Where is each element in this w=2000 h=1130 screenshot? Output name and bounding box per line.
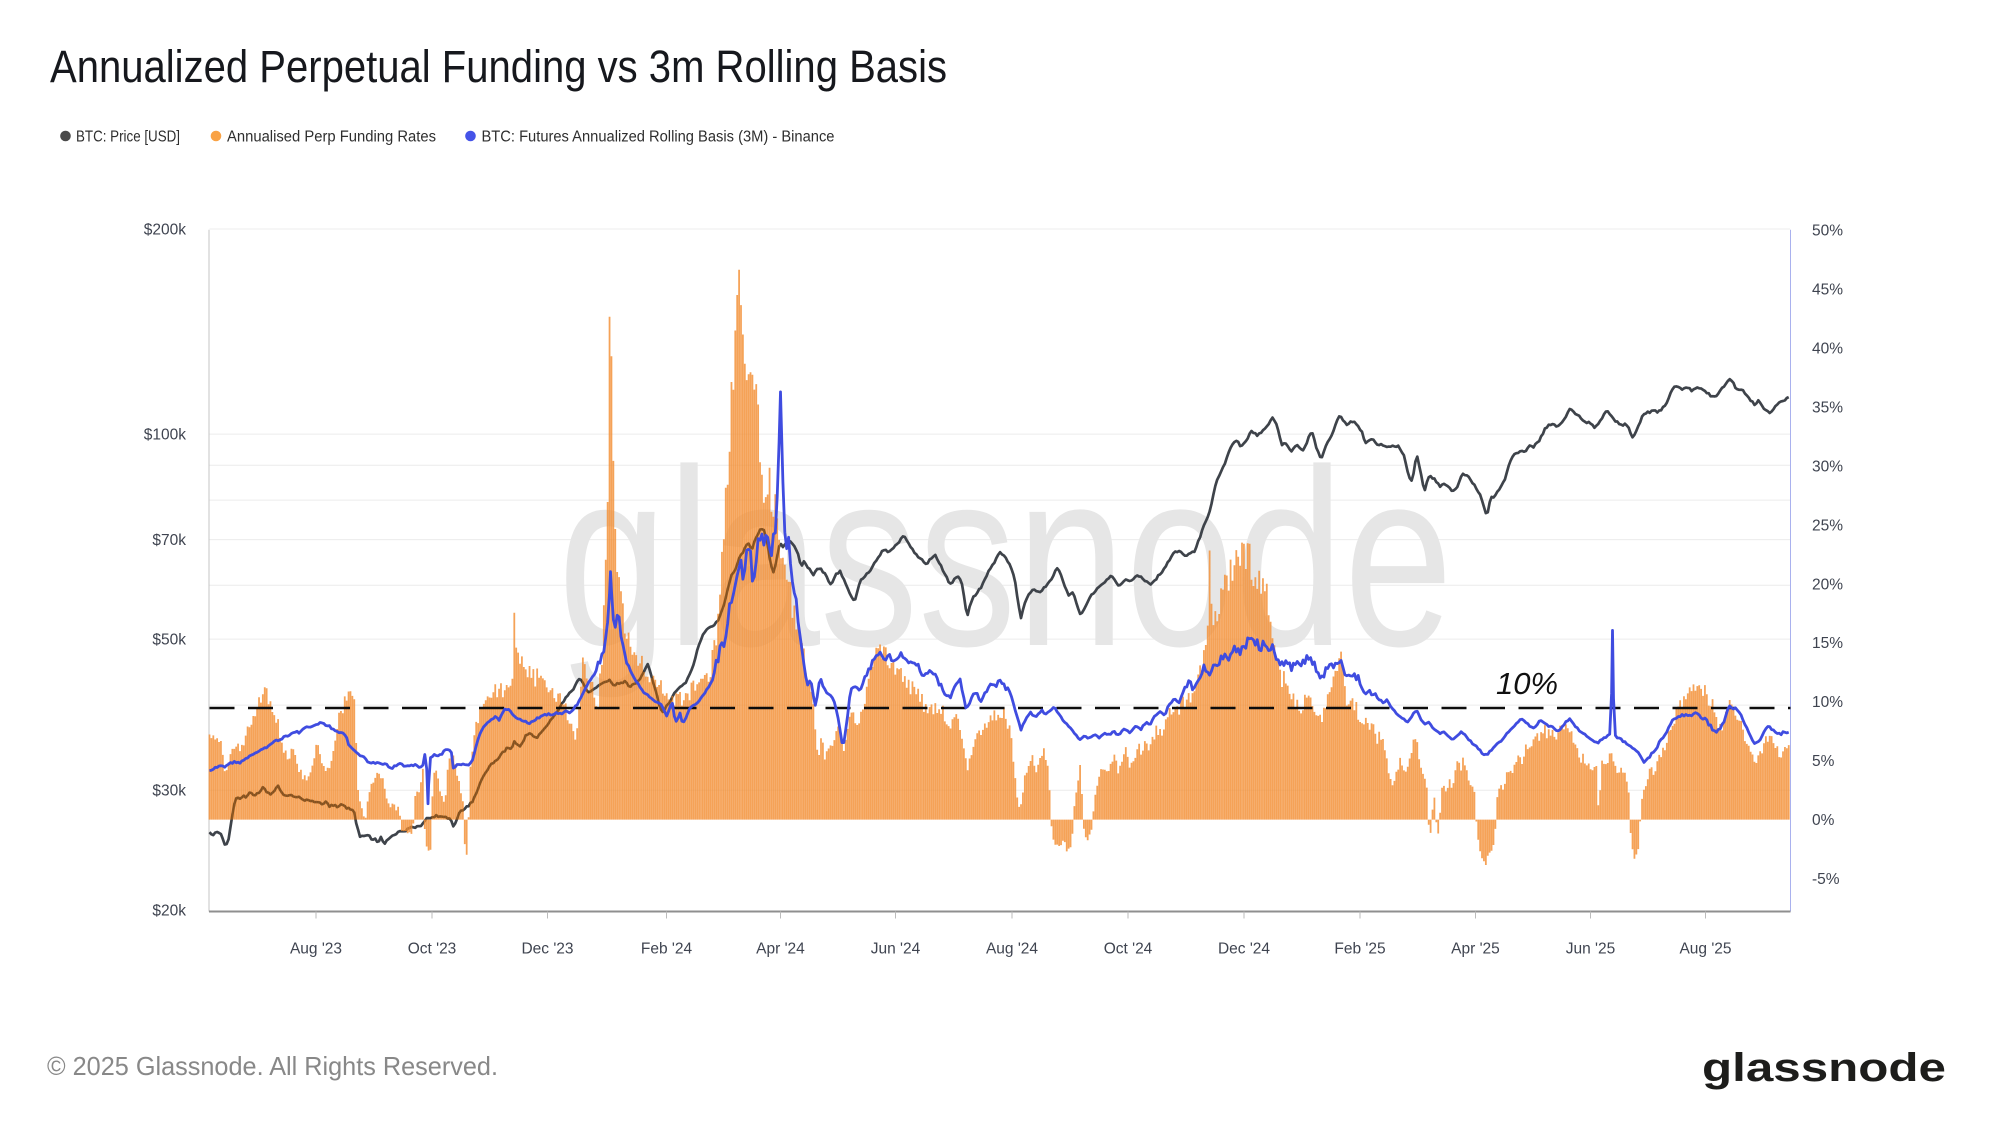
svg-text:$200k: $200k <box>144 222 186 239</box>
svg-text:30%: 30% <box>1812 458 1843 475</box>
svg-text:Apr '25: Apr '25 <box>1451 941 1500 958</box>
svg-text:$30k: $30k <box>152 783 186 800</box>
svg-text:Dec '23: Dec '23 <box>521 941 573 958</box>
svg-text:BTC: Futures Annualized Rollin: BTC: Futures Annualized Rolling Basis (3… <box>482 129 835 146</box>
svg-text:45%: 45% <box>1812 282 1843 299</box>
svg-text:5%: 5% <box>1812 753 1835 770</box>
svg-text:Jun '24: Jun '24 <box>871 941 921 958</box>
svg-text:Oct '24: Oct '24 <box>1104 941 1153 958</box>
svg-text:-5%: -5% <box>1812 871 1840 888</box>
svg-text:Aug '23: Aug '23 <box>290 941 342 958</box>
svg-text:Feb '25: Feb '25 <box>1334 941 1385 958</box>
svg-text:25%: 25% <box>1812 517 1843 534</box>
svg-text:10%: 10% <box>1812 694 1843 711</box>
svg-text:BTC: Price [USD]: BTC: Price [USD] <box>76 129 180 146</box>
svg-text:$20k: $20k <box>152 903 186 920</box>
svg-text:20%: 20% <box>1812 576 1843 593</box>
svg-text:Annualised Perp Funding Rates: Annualised Perp Funding Rates <box>227 129 436 146</box>
svg-text:$70k: $70k <box>152 532 186 549</box>
svg-text:Aug '24: Aug '24 <box>986 941 1038 958</box>
svg-text:50%: 50% <box>1812 223 1843 240</box>
svg-text:35%: 35% <box>1812 400 1843 417</box>
svg-text:Annualized Perpetual Funding v: Annualized Perpetual Funding vs 3m Rolli… <box>50 41 947 92</box>
svg-text:Jun '25: Jun '25 <box>1566 941 1616 958</box>
svg-text:Aug '25: Aug '25 <box>1679 941 1731 958</box>
svg-text:Oct '23: Oct '23 <box>408 941 457 958</box>
svg-text:Apr '24: Apr '24 <box>756 941 805 958</box>
svg-text:Feb '24: Feb '24 <box>641 941 693 958</box>
svg-text:Dec '24: Dec '24 <box>1218 941 1270 958</box>
svg-text:$50k: $50k <box>152 632 186 649</box>
svg-text:40%: 40% <box>1812 341 1843 358</box>
svg-text:10%: 10% <box>1496 666 1558 701</box>
svg-text:glassnode: glassnode <box>1702 1046 1946 1090</box>
svg-text:0%: 0% <box>1812 812 1835 829</box>
svg-text:$100k: $100k <box>144 427 186 444</box>
svg-text:15%: 15% <box>1812 635 1843 652</box>
svg-text:© 2025 Glassnode. All Rights R: © 2025 Glassnode. All Rights Reserved. <box>47 1051 498 1081</box>
